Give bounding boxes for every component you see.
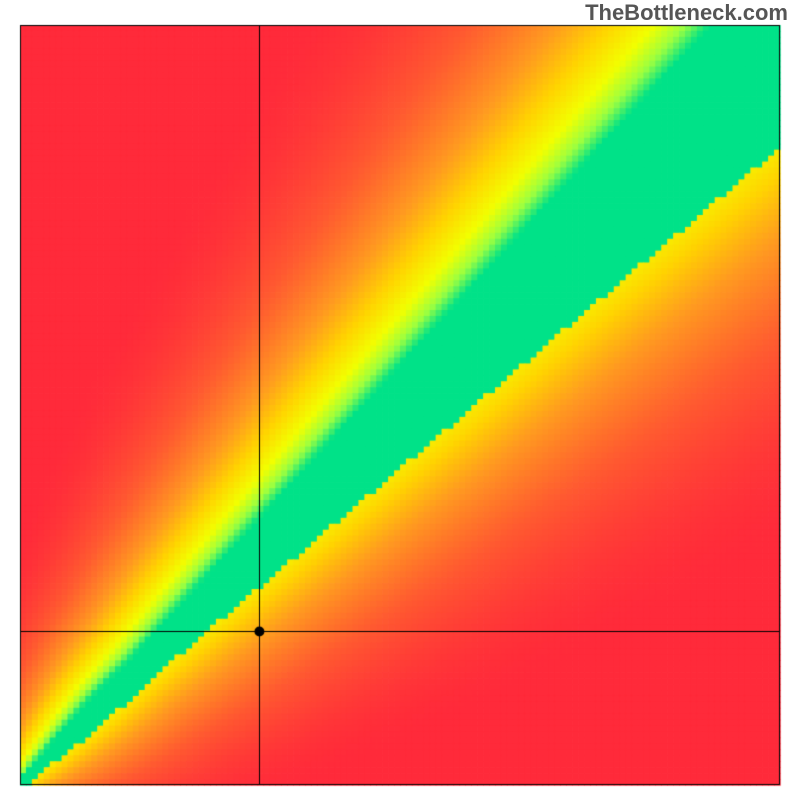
bottleneck-heatmap [0,0,800,800]
watermark-text: TheBottleneck.com [585,0,788,26]
chart-container: TheBottleneck.com [0,0,800,800]
